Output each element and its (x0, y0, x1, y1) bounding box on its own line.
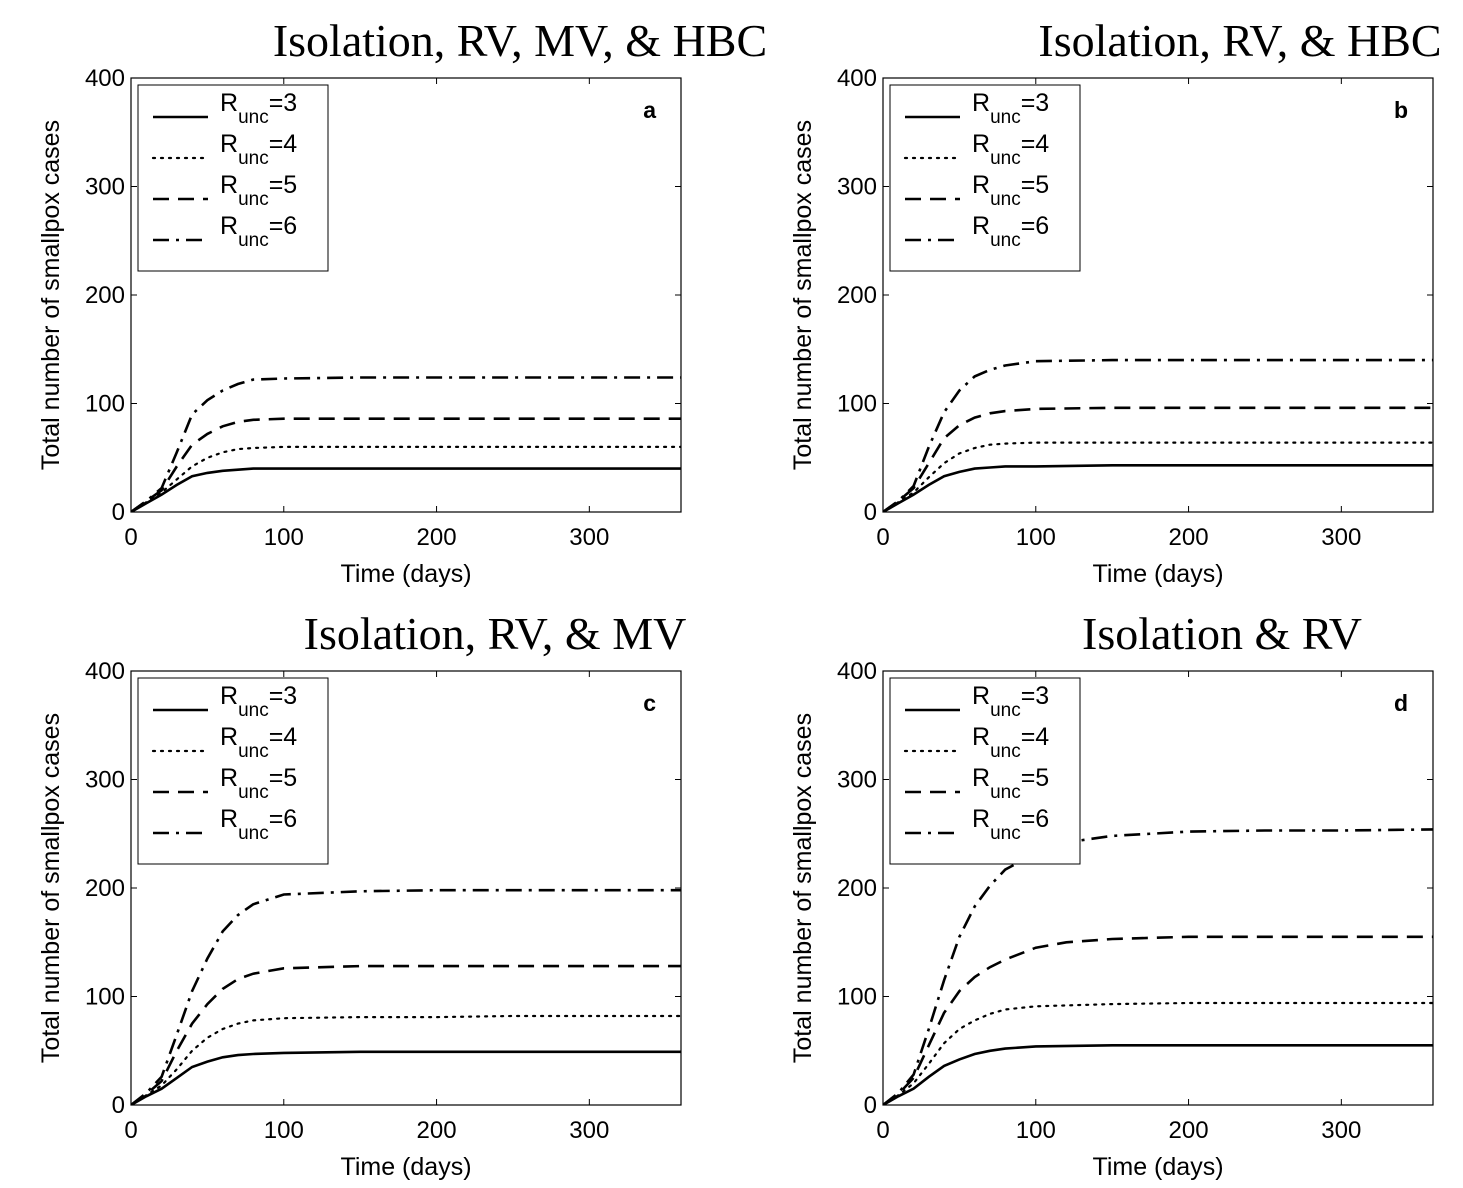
series-line-4 (883, 358, 1433, 512)
series-line-1 (131, 467, 681, 512)
y-axis-label: Total number of smallpox cases (37, 120, 65, 470)
chart-title: Isolation, RV, MV, & HBC (273, 15, 767, 66)
legend-label-2: Runc=4 (972, 130, 1049, 169)
legend-label-4: Runc=6 (972, 212, 1049, 251)
x-tick-label: 100 (264, 1117, 304, 1144)
x-tick-label: 200 (1169, 524, 1209, 551)
series-line-2 (131, 1014, 681, 1105)
legend-label-3: Runc=5 (972, 171, 1049, 210)
series-line-4 (131, 376, 681, 512)
x-tick-label: 100 (1016, 1117, 1056, 1144)
y-tick-label: 300 (85, 767, 125, 794)
y-tick-label: 100 (837, 391, 877, 418)
panel-letter: d (1394, 690, 1408, 716)
panel-b: Isolation, RV, & HBC 0 100 200 300 400 0 100 200… (789, 15, 1442, 588)
y-tick-label: 0 (864, 1092, 877, 1119)
legend-label-2: Runc=4 (972, 723, 1049, 762)
series-line-1 (883, 1044, 1433, 1105)
legend-label-4: Runc=6 (220, 805, 297, 844)
series-line-2 (131, 445, 681, 512)
y-tick-label: 400 (837, 65, 877, 92)
x-axis-label: Time (days) (340, 560, 471, 588)
x-tick-label: 300 (1321, 1117, 1361, 1144)
x-axis-label: Time (days) (1092, 560, 1223, 588)
y-tick-label: 0 (864, 499, 877, 526)
y-tick-label: 300 (837, 767, 877, 794)
y-tick-label: 400 (837, 658, 877, 685)
series-line-4 (883, 828, 1433, 1105)
legend-label-3: Runc=5 (220, 171, 297, 210)
x-tick-label: 200 (417, 524, 457, 551)
y-tick-label: 200 (837, 282, 877, 309)
x-tick-label: 200 (1169, 1117, 1209, 1144)
legend-label-3: Runc=5 (220, 764, 297, 803)
legend-label-1: Runc=3 (972, 682, 1049, 721)
x-tick-label: 100 (264, 524, 304, 551)
series-line-1 (883, 463, 1433, 512)
series-line-4 (131, 888, 681, 1105)
legend-label-1: Runc=3 (220, 89, 297, 128)
y-tick-label: 0 (112, 499, 125, 526)
y-tick-label: 300 (85, 174, 125, 201)
legend-label-1: Runc=3 (972, 89, 1049, 128)
panel-d: Isolation & RV 0 100 200 300 400 0 100 200 300 Tim… (789, 608, 1434, 1181)
x-axis-label: Time (days) (1092, 1153, 1223, 1181)
x-tick-label: 300 (569, 524, 609, 551)
y-tick-label: 400 (85, 658, 125, 685)
series-line-2 (883, 441, 1433, 512)
y-axis-label: Total number of smallpox cases (37, 713, 65, 1063)
y-tick-label: 100 (85, 391, 125, 418)
x-tick-label: 0 (124, 1117, 137, 1144)
y-axis-label: Total number of smallpox cases (789, 120, 817, 470)
y-tick-label: 100 (85, 984, 125, 1011)
x-tick-label: 0 (876, 1117, 889, 1144)
series-line-3 (131, 964, 681, 1105)
panel-c: Isolation, RV, & MV 0 100 200 300 400 0 100 200 3… (37, 608, 686, 1181)
y-tick-label: 200 (85, 875, 125, 902)
legend-label-3: Runc=5 (972, 764, 1049, 803)
chart-title: Isolation & RV (1082, 608, 1362, 659)
legend-label-2: Runc=4 (220, 130, 297, 169)
x-tick-label: 0 (124, 524, 137, 551)
y-tick-label: 0 (112, 1092, 125, 1119)
chart-title: Isolation, RV, & MV (304, 608, 687, 659)
x-tick-label: 200 (417, 1117, 457, 1144)
y-axis-label: Total number of smallpox cases (789, 713, 817, 1063)
y-tick-label: 300 (837, 174, 877, 201)
legend-label-4: Runc=6 (220, 212, 297, 251)
legend-label-4: Runc=6 (972, 805, 1049, 844)
series-line-1 (131, 1050, 681, 1105)
y-tick-label: 100 (837, 984, 877, 1011)
y-tick-label: 400 (85, 65, 125, 92)
chart-title: Isolation, RV, & HBC (1038, 15, 1441, 66)
x-tick-label: 300 (569, 1117, 609, 1144)
panel-letter: a (643, 97, 656, 123)
panel-a: Isolation, RV, MV, & HBC 0 100 200 300 400 0 10… (37, 15, 767, 588)
series-line-3 (883, 935, 1433, 1105)
panel-letter: b (1394, 97, 1408, 123)
series-line-3 (131, 417, 681, 512)
legend-label-2: Runc=4 (220, 723, 297, 762)
y-tick-label: 200 (85, 282, 125, 309)
series-line-2 (883, 1001, 1433, 1105)
x-tick-label: 300 (1321, 524, 1361, 551)
y-tick-label: 200 (837, 875, 877, 902)
legend-label-1: Runc=3 (220, 682, 297, 721)
x-tick-label: 0 (876, 524, 889, 551)
series-line-3 (883, 406, 1433, 512)
x-axis-label: Time (days) (340, 1153, 471, 1181)
panel-letter: c (643, 690, 656, 716)
x-tick-label: 100 (1016, 524, 1056, 551)
